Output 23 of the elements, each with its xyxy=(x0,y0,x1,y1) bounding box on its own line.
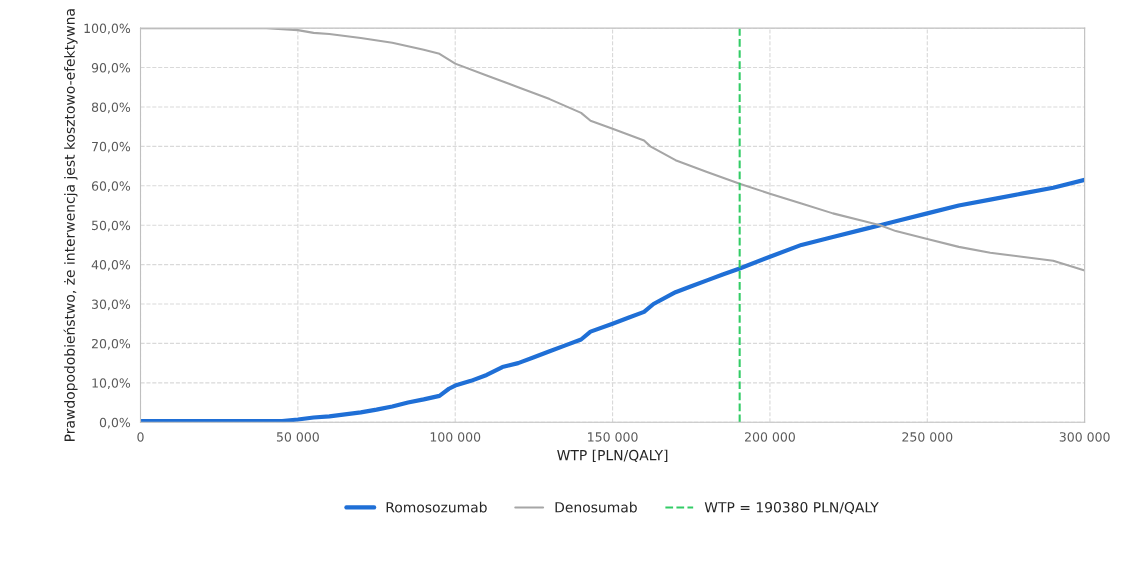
y-tick-label: 60,0% xyxy=(91,181,131,192)
x-tick-label: 250 000 xyxy=(902,432,953,442)
y-tick-label: 30,0% xyxy=(92,299,131,311)
legend-label: WTP = 190380 PLN/QALY xyxy=(704,501,879,515)
x-tick-label: 0 xyxy=(137,432,144,442)
y-tick-label: 0,0% xyxy=(99,417,131,429)
y-tick-label: 100,0% xyxy=(84,23,131,35)
y-tick-label: 90,0% xyxy=(91,63,131,74)
x-axis-title: WTP [PLN/QALY] xyxy=(557,449,668,463)
y-tick-label: 80,0% xyxy=(91,102,131,114)
x-tick-label: 100 000 xyxy=(430,432,481,442)
legend-label: Denosumab xyxy=(555,501,637,513)
y-axis-title: Prawdopodobieństwo, że interwencja jest kosztowo-efektywna xyxy=(63,9,78,441)
x-tick-label: 150 000 xyxy=(588,432,638,442)
x-tick-label: 50 000 xyxy=(276,432,319,442)
y-tick-label: 10,0% xyxy=(92,378,131,390)
x-tick-label: 200 000 xyxy=(745,432,795,442)
legend-label: Romosozumab xyxy=(386,501,487,513)
y-tick-label: 40,0% xyxy=(91,260,131,271)
y-tick-label: 20,0% xyxy=(91,338,131,350)
x-tick-label: 300 000 xyxy=(1059,432,1110,442)
y-tick-label: 70,0% xyxy=(92,141,131,153)
y-tick-label: 50,0% xyxy=(92,220,131,232)
